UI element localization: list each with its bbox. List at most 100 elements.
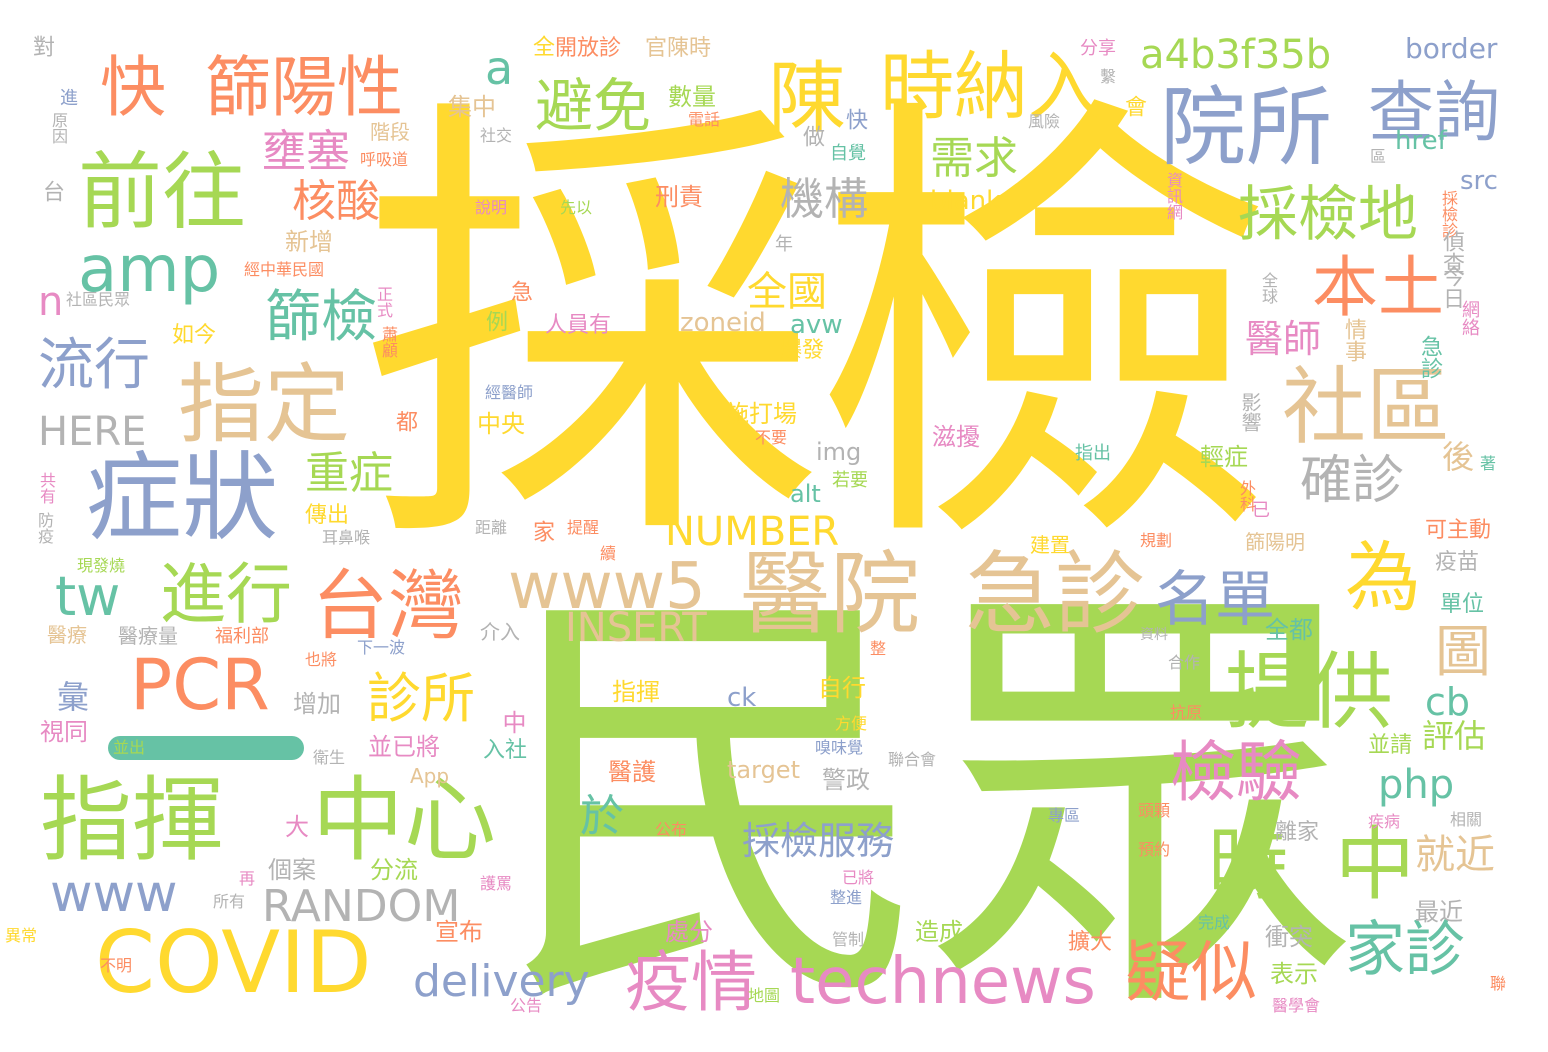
word: 指出 — [1075, 443, 1111, 464]
word: 圖 — [1435, 620, 1491, 685]
word: amp — [78, 233, 221, 307]
word: App — [410, 764, 450, 788]
word: 中心 — [312, 767, 497, 874]
word: 社區民眾 — [66, 290, 131, 309]
word: 檢驗 — [1170, 734, 1302, 811]
word: 快 — [100, 49, 166, 126]
word: www5 — [508, 550, 706, 624]
word: 為 — [1345, 533, 1421, 622]
word: 做 — [799, 125, 824, 147]
word: 影響 — [1238, 392, 1262, 432]
word: 若要 — [832, 470, 868, 491]
word: 輕症 — [1200, 443, 1248, 471]
word: 衝突 — [1265, 923, 1313, 951]
word: 大 — [285, 813, 309, 841]
word: 預約 — [1138, 840, 1171, 859]
word: 最近 — [1415, 898, 1463, 926]
dash-mark — [108, 736, 304, 760]
word: 官陳時 — [645, 36, 712, 61]
word: 評估 — [1422, 717, 1487, 755]
word: 下一波 — [357, 638, 406, 657]
word: 急診 — [1417, 335, 1442, 379]
word: 並請 — [1368, 733, 1413, 758]
word: 整 — [867, 640, 886, 656]
word: 已 — [1249, 500, 1270, 518]
word: 院所 — [1160, 78, 1332, 178]
word: 已將 — [842, 868, 875, 887]
word: 說明 — [475, 198, 508, 217]
word: 繫 — [1097, 68, 1116, 84]
word: 並出 — [113, 738, 146, 757]
word: 醫學會 — [1272, 996, 1321, 1015]
word: 名單 — [1155, 565, 1275, 635]
word: 進行 — [160, 556, 292, 633]
word: 抗原 — [1170, 703, 1203, 722]
word: 採檢地 — [1238, 180, 1418, 250]
word: border — [1405, 32, 1498, 65]
word: 急診 — [965, 542, 1145, 647]
word: 先以 — [560, 198, 593, 217]
word: 全都 — [1265, 616, 1313, 644]
word: 介入 — [480, 620, 520, 644]
word: 原因 — [49, 112, 68, 144]
word: 就近 — [1415, 832, 1495, 878]
word: img — [816, 438, 862, 466]
word: 急 — [507, 280, 532, 302]
word: 台 — [39, 180, 64, 202]
word: 也將 — [305, 650, 338, 669]
word: 於 — [580, 791, 624, 842]
word: blank — [930, 186, 1002, 216]
word: 社區 — [1282, 358, 1451, 456]
word: 全 — [529, 35, 554, 57]
word: 異常 — [5, 926, 38, 945]
word: 醫護 — [608, 758, 656, 786]
word: 進 — [57, 88, 78, 106]
word: 疑似 — [1125, 934, 1257, 1011]
word: 整進 — [830, 888, 863, 907]
word: 開放診 — [555, 36, 622, 61]
word: 耳鼻喉 — [322, 528, 371, 547]
word: technews — [790, 945, 1096, 1019]
word: HERE — [38, 409, 147, 455]
word: 疫情 — [625, 944, 757, 1021]
word: 台灣 — [312, 561, 464, 650]
word: 經中華民國 — [244, 260, 325, 279]
word: php — [1378, 762, 1455, 808]
word: 今日 — [1439, 265, 1464, 309]
word: 都 — [392, 410, 417, 432]
word: 外科 — [1237, 480, 1256, 512]
word: 衛生 — [313, 748, 346, 767]
word: 個案 — [268, 856, 316, 884]
word: 著 — [1477, 455, 1496, 471]
word: 方便 — [835, 714, 868, 733]
word: zoneid — [680, 308, 766, 338]
word: 篩陽明 — [1245, 530, 1305, 554]
word: 滋擾 — [932, 423, 980, 451]
word: 重症 — [305, 448, 393, 499]
word: 會 — [1121, 95, 1146, 117]
word: 確診 — [1300, 451, 1405, 511]
word: 如今 — [172, 323, 217, 348]
word: 指揮 — [40, 767, 225, 874]
word: 電話 — [688, 110, 721, 129]
word: 診所 — [367, 667, 475, 730]
word: 福利部 — [215, 626, 269, 647]
word: 處分 — [665, 918, 713, 946]
word: 區 — [1367, 148, 1386, 164]
word: NUMBER — [665, 509, 840, 555]
word: 公告 — [510, 996, 543, 1015]
word: 不明 — [100, 956, 133, 975]
word: 情事 — [1341, 318, 1366, 362]
word: 醫療 — [47, 623, 87, 647]
word: INSERT — [565, 605, 707, 651]
word: 入社 — [483, 738, 528, 763]
word: 施打場 — [725, 400, 797, 428]
word: href — [1395, 126, 1447, 156]
word: 聯合會 — [888, 750, 937, 769]
word: 宣布 — [435, 918, 483, 946]
word: 採檢 — [360, 62, 1274, 600]
word: a — [485, 41, 514, 95]
word: 離家 — [1275, 820, 1320, 845]
word: 視同 — [40, 718, 88, 746]
word: 規劃 — [1140, 531, 1173, 550]
